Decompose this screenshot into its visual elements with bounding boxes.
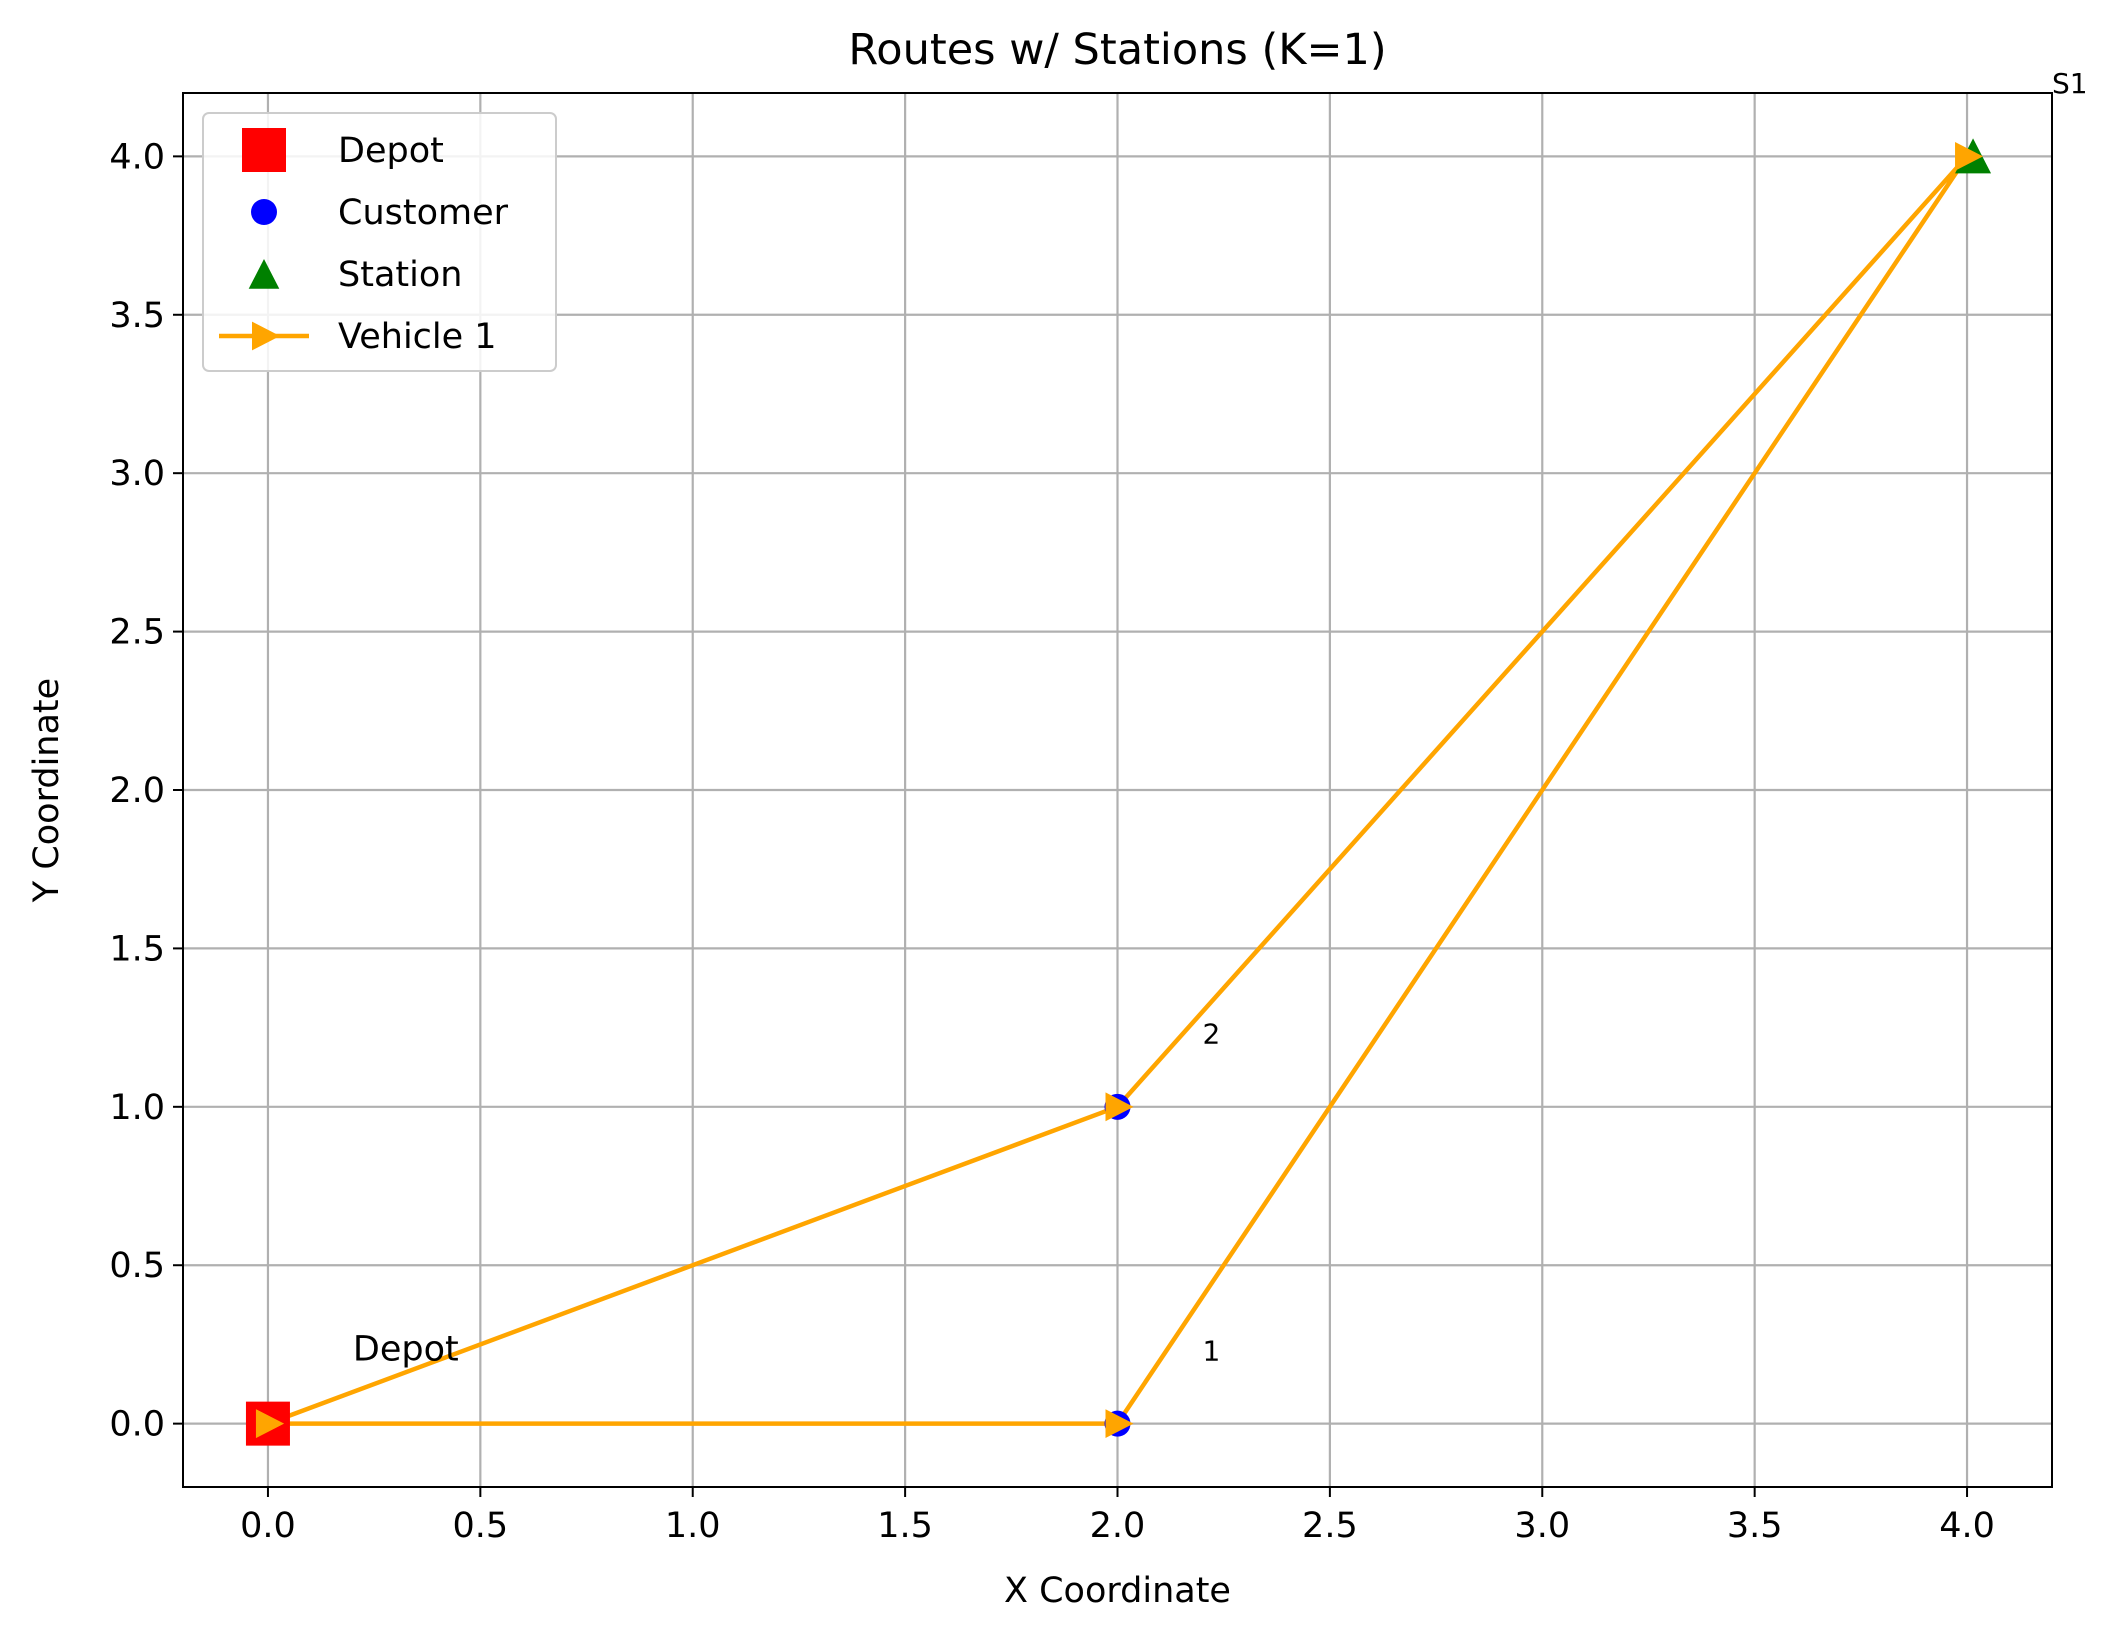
x-tick-label: 2.5 [1302, 1506, 1358, 1546]
legend-item-depot: Depot [242, 128, 444, 172]
legend-depot-icon [242, 128, 286, 172]
x-tick-label: 3.0 [1514, 1506, 1570, 1546]
x-tick-label: 1.5 [877, 1506, 933, 1546]
x-tick-label: 1.0 [665, 1506, 721, 1546]
annotation-label: 1 [1202, 1334, 1220, 1367]
y-tick-label: 2.5 [109, 613, 165, 653]
annotation-label: S1 [2052, 67, 2088, 100]
chart-title: Routes w/ Stations (K=1) [848, 25, 1386, 75]
x-axis-label: X Coordinate [1004, 1571, 1231, 1611]
route-arrow-marker [1955, 141, 1984, 171]
grid [183, 93, 2052, 1487]
legend-label: Depot [338, 131, 444, 171]
route-arrow-marker [1105, 1092, 1134, 1122]
y-tick-label: 3.5 [109, 296, 165, 336]
y-tick-label: 4.0 [109, 137, 165, 177]
route-arrow-marker [1105, 1409, 1134, 1439]
y-tick-label: 3.0 [109, 454, 165, 494]
legend-label: Station [338, 255, 462, 295]
x-tick-label: 0.0 [240, 1506, 296, 1546]
legend-item-customer: Customer [251, 193, 509, 233]
ticks: 0.0 0.5 1.0 1.5 2.0 2.5 3.0 3.5 4.0 0.0 0.5 1.0 1.5 2… [109, 137, 1995, 1546]
legend-vehicle-icon [252, 321, 280, 351]
legend-box [202, 112, 557, 372]
legend-label: Vehicle 1 [338, 317, 497, 357]
legend-label: Customer [338, 193, 509, 233]
y-tick-label: 1.5 [109, 929, 165, 969]
legend-item-vehicle-1: Vehicle 1 [219, 317, 497, 357]
x-tick-label: 0.5 [453, 1506, 509, 1546]
legend-customer-icon [251, 199, 277, 225]
x-tick-label: 4.0 [1939, 1506, 1995, 1546]
x-tick-label: 3.5 [1727, 1506, 1783, 1546]
legend-station-icon [248, 259, 280, 289]
y-tick-label: 1.0 [109, 1088, 165, 1128]
route-arrow-marker [255, 1409, 284, 1439]
annotations: Depot 1 2 S1 [353, 67, 2088, 1369]
y-axis-label: Y Coordinate [27, 678, 67, 903]
legend-item-station: Station [248, 255, 462, 295]
legend: Depot Customer Station Vehicle 1 [202, 112, 557, 372]
route-arrows [255, 141, 1984, 1439]
annotation-label: 2 [1202, 1017, 1220, 1050]
x-tick-label: 2.0 [1090, 1506, 1146, 1546]
annotation-label: Depot [353, 1329, 459, 1369]
y-tick-label: 0.5 [109, 1246, 165, 1286]
y-tick-label: 0.0 [109, 1405, 165, 1445]
y-tick-label: 2.0 [109, 771, 165, 811]
